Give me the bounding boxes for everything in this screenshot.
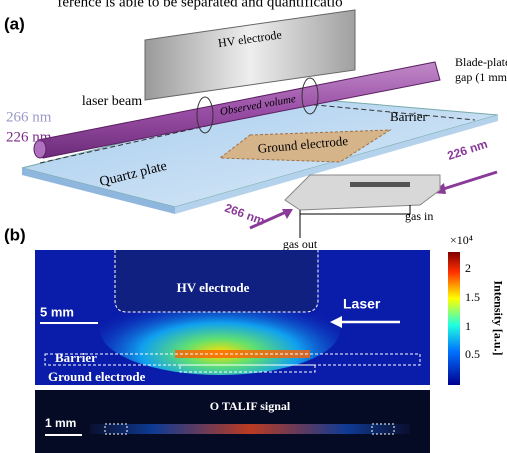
label: 1 mm [45, 416, 76, 430]
label: 266 nm [223, 201, 267, 228]
label: gas out [283, 237, 318, 251]
label: 226 nm [6, 129, 52, 145]
label: 5 mm [40, 304, 74, 319]
label: gas in [405, 209, 433, 223]
arrow [440, 172, 497, 190]
gas-cell [285, 175, 440, 210]
colorbar-tick: 2 [465, 261, 471, 275]
label: Blade-plate [455, 55, 507, 69]
colorbar-tick: 1.5 [465, 290, 480, 304]
label: Barrier [390, 109, 427, 124]
label: Ground electrode [48, 369, 146, 384]
colorbar-multiplier: ×10⁴ [450, 233, 473, 247]
label: gap (1 mm) [455, 70, 507, 84]
label: 226 nm [446, 137, 490, 163]
label: Barrier [55, 350, 97, 365]
talif-signal [90, 424, 410, 434]
panel-label: (a) [4, 14, 25, 33]
panel-label: (b) [4, 225, 26, 244]
colorbar [448, 252, 460, 385]
label: Laser [343, 296, 381, 312]
colorbar-title: Intensity [a.u.] [491, 280, 505, 355]
colorbar-tick: 1 [465, 319, 471, 333]
colorbar-tick: 0.5 [465, 347, 480, 361]
cell-slot [350, 182, 410, 187]
label: laser beam [82, 94, 142, 109]
figure: ference is able to be separated and quan… [0, 0, 507, 453]
top-text: ference is able to be separated and quan… [57, 0, 342, 10]
label: O TALIF signal [210, 399, 291, 413]
label: 266 nm [6, 109, 52, 125]
label: HV electrode [177, 280, 250, 295]
